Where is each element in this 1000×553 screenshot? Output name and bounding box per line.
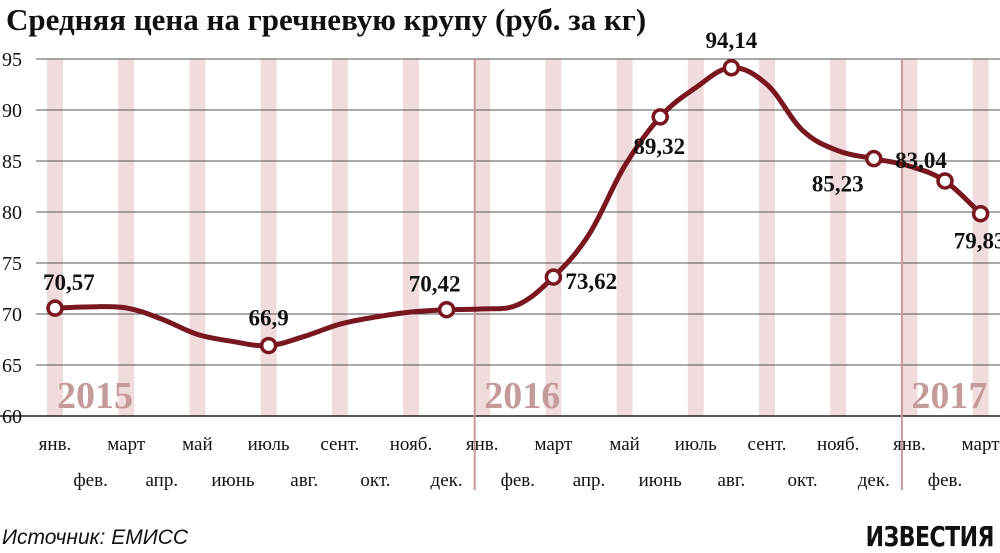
month-stripe bbox=[545, 59, 562, 416]
x-tick-label: май bbox=[182, 434, 213, 455]
x-tick-label: фев. bbox=[501, 470, 535, 491]
y-tick-label: 80 bbox=[2, 202, 22, 224]
x-tick-label: июль bbox=[675, 434, 717, 455]
data-marker bbox=[46, 299, 64, 317]
gridlines bbox=[0, 58, 1000, 417]
data-marker bbox=[971, 204, 990, 223]
x-tick-label: сент. bbox=[320, 434, 359, 455]
year-label: 2017 bbox=[911, 375, 987, 417]
y-tick-label: 75 bbox=[2, 253, 22, 275]
x-tick-label: апр. bbox=[573, 470, 606, 491]
y-tick-label: 90 bbox=[2, 100, 22, 122]
x-tick-label: дек. bbox=[431, 470, 463, 491]
data-marker bbox=[437, 300, 456, 319]
publisher-logo: ИЗВЕСТИЯ bbox=[865, 522, 995, 553]
data-label: 79,83 bbox=[954, 229, 1000, 254]
x-tick-label: янв. bbox=[466, 434, 499, 455]
month-stripe bbox=[830, 59, 847, 416]
month-stripe bbox=[403, 59, 419, 416]
data-marker bbox=[544, 268, 563, 286]
x-tick-label: июль bbox=[248, 434, 290, 455]
x-tick-label: авг. bbox=[290, 470, 318, 491]
x-tick-label: авг. bbox=[717, 470, 745, 491]
year-dividers bbox=[473, 59, 903, 490]
month-stripe bbox=[47, 59, 63, 416]
month-stripe bbox=[901, 59, 918, 416]
x-tick-label: март bbox=[107, 434, 146, 455]
x-tick-label: нояб. bbox=[817, 434, 859, 455]
x-axis-ticks: янв.фев.мартапр.майиюньиюльавг.сент.окт.… bbox=[39, 434, 1000, 491]
data-labels: 70,57 66,9 70,42 73,62 89,32 94,14 85,23 83,04 7… bbox=[43, 28, 1000, 331]
data-label: 85,23 bbox=[812, 172, 864, 197]
y-tick-label: 95 bbox=[2, 49, 22, 71]
data-marker bbox=[722, 59, 741, 77]
data-marker bbox=[865, 149, 883, 168]
month-stripe bbox=[260, 59, 277, 416]
data-label: 83,04 bbox=[895, 148, 947, 173]
year-labels: 2015 2016 2017 bbox=[57, 375, 987, 417]
data-label: 70,42 bbox=[409, 272, 461, 297]
y-tick-label: 70 bbox=[2, 304, 22, 326]
chart-title: Средняя цена на гречневую крупу (руб. за… bbox=[6, 2, 647, 37]
month-stripe bbox=[687, 59, 704, 416]
data-marker bbox=[651, 108, 669, 126]
x-tick-label: март bbox=[962, 434, 1000, 455]
x-tick-label: май bbox=[609, 434, 640, 455]
year-label: 2016 bbox=[484, 375, 560, 417]
month-stripe bbox=[972, 59, 989, 416]
data-label: 89,32 bbox=[633, 134, 685, 159]
y-tick-label: 85 bbox=[2, 151, 22, 173]
month-stripe bbox=[331, 59, 348, 416]
x-tick-label: фев. bbox=[928, 470, 962, 491]
month-stripe bbox=[118, 59, 135, 416]
x-tick-label: окт. bbox=[788, 470, 818, 491]
data-markers bbox=[46, 59, 990, 355]
data-label: 94,14 bbox=[706, 28, 758, 53]
month-stripes bbox=[47, 59, 989, 416]
y-tick-label: 60 bbox=[2, 406, 22, 428]
data-label: 66,9 bbox=[248, 306, 288, 331]
x-tick-label: март bbox=[534, 434, 573, 455]
data-marker bbox=[259, 336, 278, 355]
x-tick-label: июнь bbox=[211, 470, 255, 491]
x-tick-label: янв. bbox=[39, 434, 72, 455]
data-marker bbox=[936, 172, 954, 190]
x-tick-label: апр. bbox=[145, 470, 178, 491]
x-tick-label: дек. bbox=[858, 470, 890, 491]
y-axis-ticks: 60 65 70 75 80 85 90 95 bbox=[2, 49, 22, 428]
month-stripe bbox=[616, 59, 633, 416]
month-stripe bbox=[189, 59, 206, 416]
series-line bbox=[52, 65, 984, 349]
month-stripe bbox=[474, 59, 491, 416]
month-stripe bbox=[759, 59, 775, 416]
x-tick-label: янв. bbox=[893, 434, 926, 455]
x-tick-label: сент. bbox=[748, 434, 787, 455]
x-tick-label: окт. bbox=[360, 470, 390, 491]
source-note: Источник: ЕМИСС bbox=[2, 526, 189, 549]
y-tick-label: 65 bbox=[2, 355, 22, 377]
year-label: 2015 bbox=[57, 375, 133, 417]
x-tick-label: нояб. bbox=[390, 434, 432, 455]
x-tick-label: фев. bbox=[73, 470, 107, 491]
x-tick-label: июнь bbox=[639, 470, 683, 491]
series-path bbox=[52, 65, 984, 349]
data-label: 73,62 bbox=[565, 269, 617, 294]
data-label: 70,57 bbox=[43, 270, 95, 295]
